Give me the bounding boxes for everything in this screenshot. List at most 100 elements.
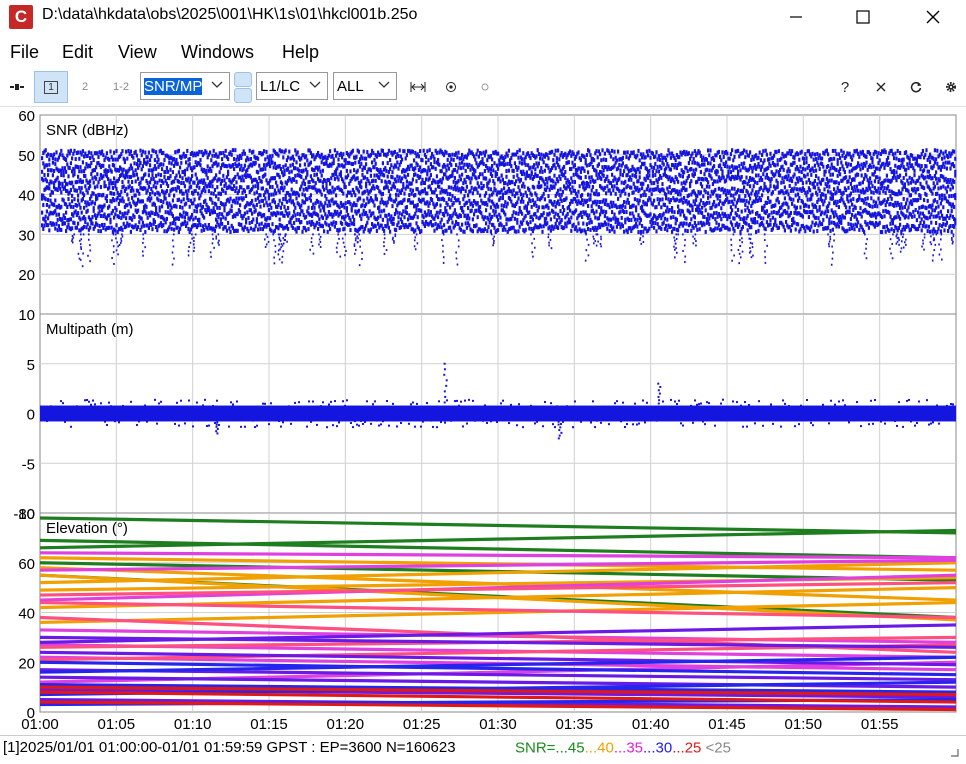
snr-point	[628, 201, 630, 205]
connect-button[interactable]	[6, 71, 28, 103]
snr-point	[121, 149, 123, 153]
snr-point	[699, 202, 701, 206]
snr-point	[849, 227, 851, 231]
snr-point	[760, 216, 762, 220]
spin-control[interactable]	[234, 72, 252, 100]
reload-button[interactable]	[905, 71, 927, 103]
fit-range-button[interactable]	[406, 71, 430, 103]
spin-up[interactable]	[234, 72, 252, 87]
snr-point	[862, 166, 864, 170]
snr-point	[925, 206, 927, 210]
point-button[interactable]	[474, 71, 496, 103]
plot-type-select[interactable]: SNR/MP	[140, 72, 230, 100]
snr-point	[882, 209, 884, 213]
plug-icon	[10, 82, 24, 92]
plot-1-button[interactable]: 1	[34, 71, 68, 103]
snr-point	[504, 162, 506, 166]
snr-point	[859, 167, 861, 171]
menu-view[interactable]: View	[118, 42, 157, 63]
snr-point	[168, 193, 170, 197]
snr-point	[600, 170, 602, 174]
snr-point	[763, 182, 765, 186]
snr-point	[45, 148, 47, 152]
snr-point	[166, 166, 168, 170]
snr-point	[123, 199, 125, 203]
snr-point	[227, 170, 229, 174]
snr-point	[543, 192, 545, 196]
snr-point	[438, 225, 440, 229]
frequency-select[interactable]: L1/LC	[256, 72, 328, 100]
plot-2-button[interactable]: 2	[74, 71, 96, 103]
menu-file[interactable]: File	[10, 42, 39, 63]
snr-point	[905, 214, 907, 218]
snr-point	[793, 221, 795, 225]
snr-point	[803, 161, 805, 165]
snr-point	[613, 213, 615, 217]
snr-point	[73, 149, 75, 153]
snr-point	[515, 230, 517, 234]
snr-point	[41, 170, 43, 174]
snr-point	[583, 182, 585, 186]
spin-down[interactable]	[234, 88, 252, 103]
snr-point	[562, 190, 564, 194]
close-button[interactable]	[910, 0, 956, 34]
clear-button[interactable]	[870, 71, 892, 103]
circle-icon	[480, 82, 490, 92]
snr-point	[703, 222, 705, 226]
snr-point	[408, 167, 410, 171]
plot-12-button[interactable]: 1-2	[108, 71, 134, 103]
snr-point	[835, 168, 837, 172]
snr-point	[274, 162, 276, 166]
snr-point	[823, 199, 825, 203]
help-button[interactable]: ?	[834, 71, 856, 103]
snr-point	[412, 189, 414, 193]
menu-windows[interactable]: Windows	[181, 42, 254, 63]
satellite-select[interactable]: ALL	[333, 72, 397, 100]
minimize-button[interactable]	[773, 0, 819, 34]
snr-point	[75, 209, 77, 213]
snr-point	[79, 217, 81, 221]
snr-point	[489, 199, 491, 203]
snr-point	[744, 203, 746, 207]
snr-point	[485, 221, 487, 225]
snr-point	[809, 188, 811, 192]
snr-point	[819, 167, 821, 171]
menu-edit[interactable]: Edit	[62, 42, 93, 63]
snr-point	[48, 228, 50, 232]
settings-button[interactable]	[940, 71, 962, 103]
snr-point	[365, 162, 367, 166]
snr-point	[139, 149, 141, 153]
snr-point	[166, 189, 168, 193]
snr-point	[575, 225, 577, 229]
snr-point	[725, 193, 727, 197]
snr-point	[589, 180, 591, 184]
snr-point	[849, 210, 851, 214]
snr-point	[847, 179, 849, 183]
snr-point	[639, 188, 641, 192]
snr-point	[77, 165, 79, 169]
snr-point	[151, 227, 153, 231]
maximize-button[interactable]	[840, 0, 886, 34]
snr-point	[301, 230, 303, 234]
snr-point	[70, 217, 72, 221]
snr-point	[725, 160, 727, 164]
center-button[interactable]	[440, 71, 462, 103]
snr-point	[613, 184, 615, 188]
snr-point	[126, 193, 128, 197]
snr-point	[804, 229, 806, 233]
snr-point	[858, 194, 860, 198]
snr-point	[271, 154, 273, 158]
snr-point	[270, 193, 272, 197]
snr-point	[82, 149, 84, 153]
snr-point	[148, 185, 150, 189]
snr-point	[948, 161, 950, 165]
snr-point	[762, 216, 764, 220]
snr-point	[557, 189, 559, 193]
snr-point	[870, 190, 872, 194]
snr-point	[425, 177, 427, 181]
menu-help[interactable]: Help	[282, 42, 319, 63]
snr-point	[203, 216, 205, 220]
snr-point	[846, 194, 848, 198]
